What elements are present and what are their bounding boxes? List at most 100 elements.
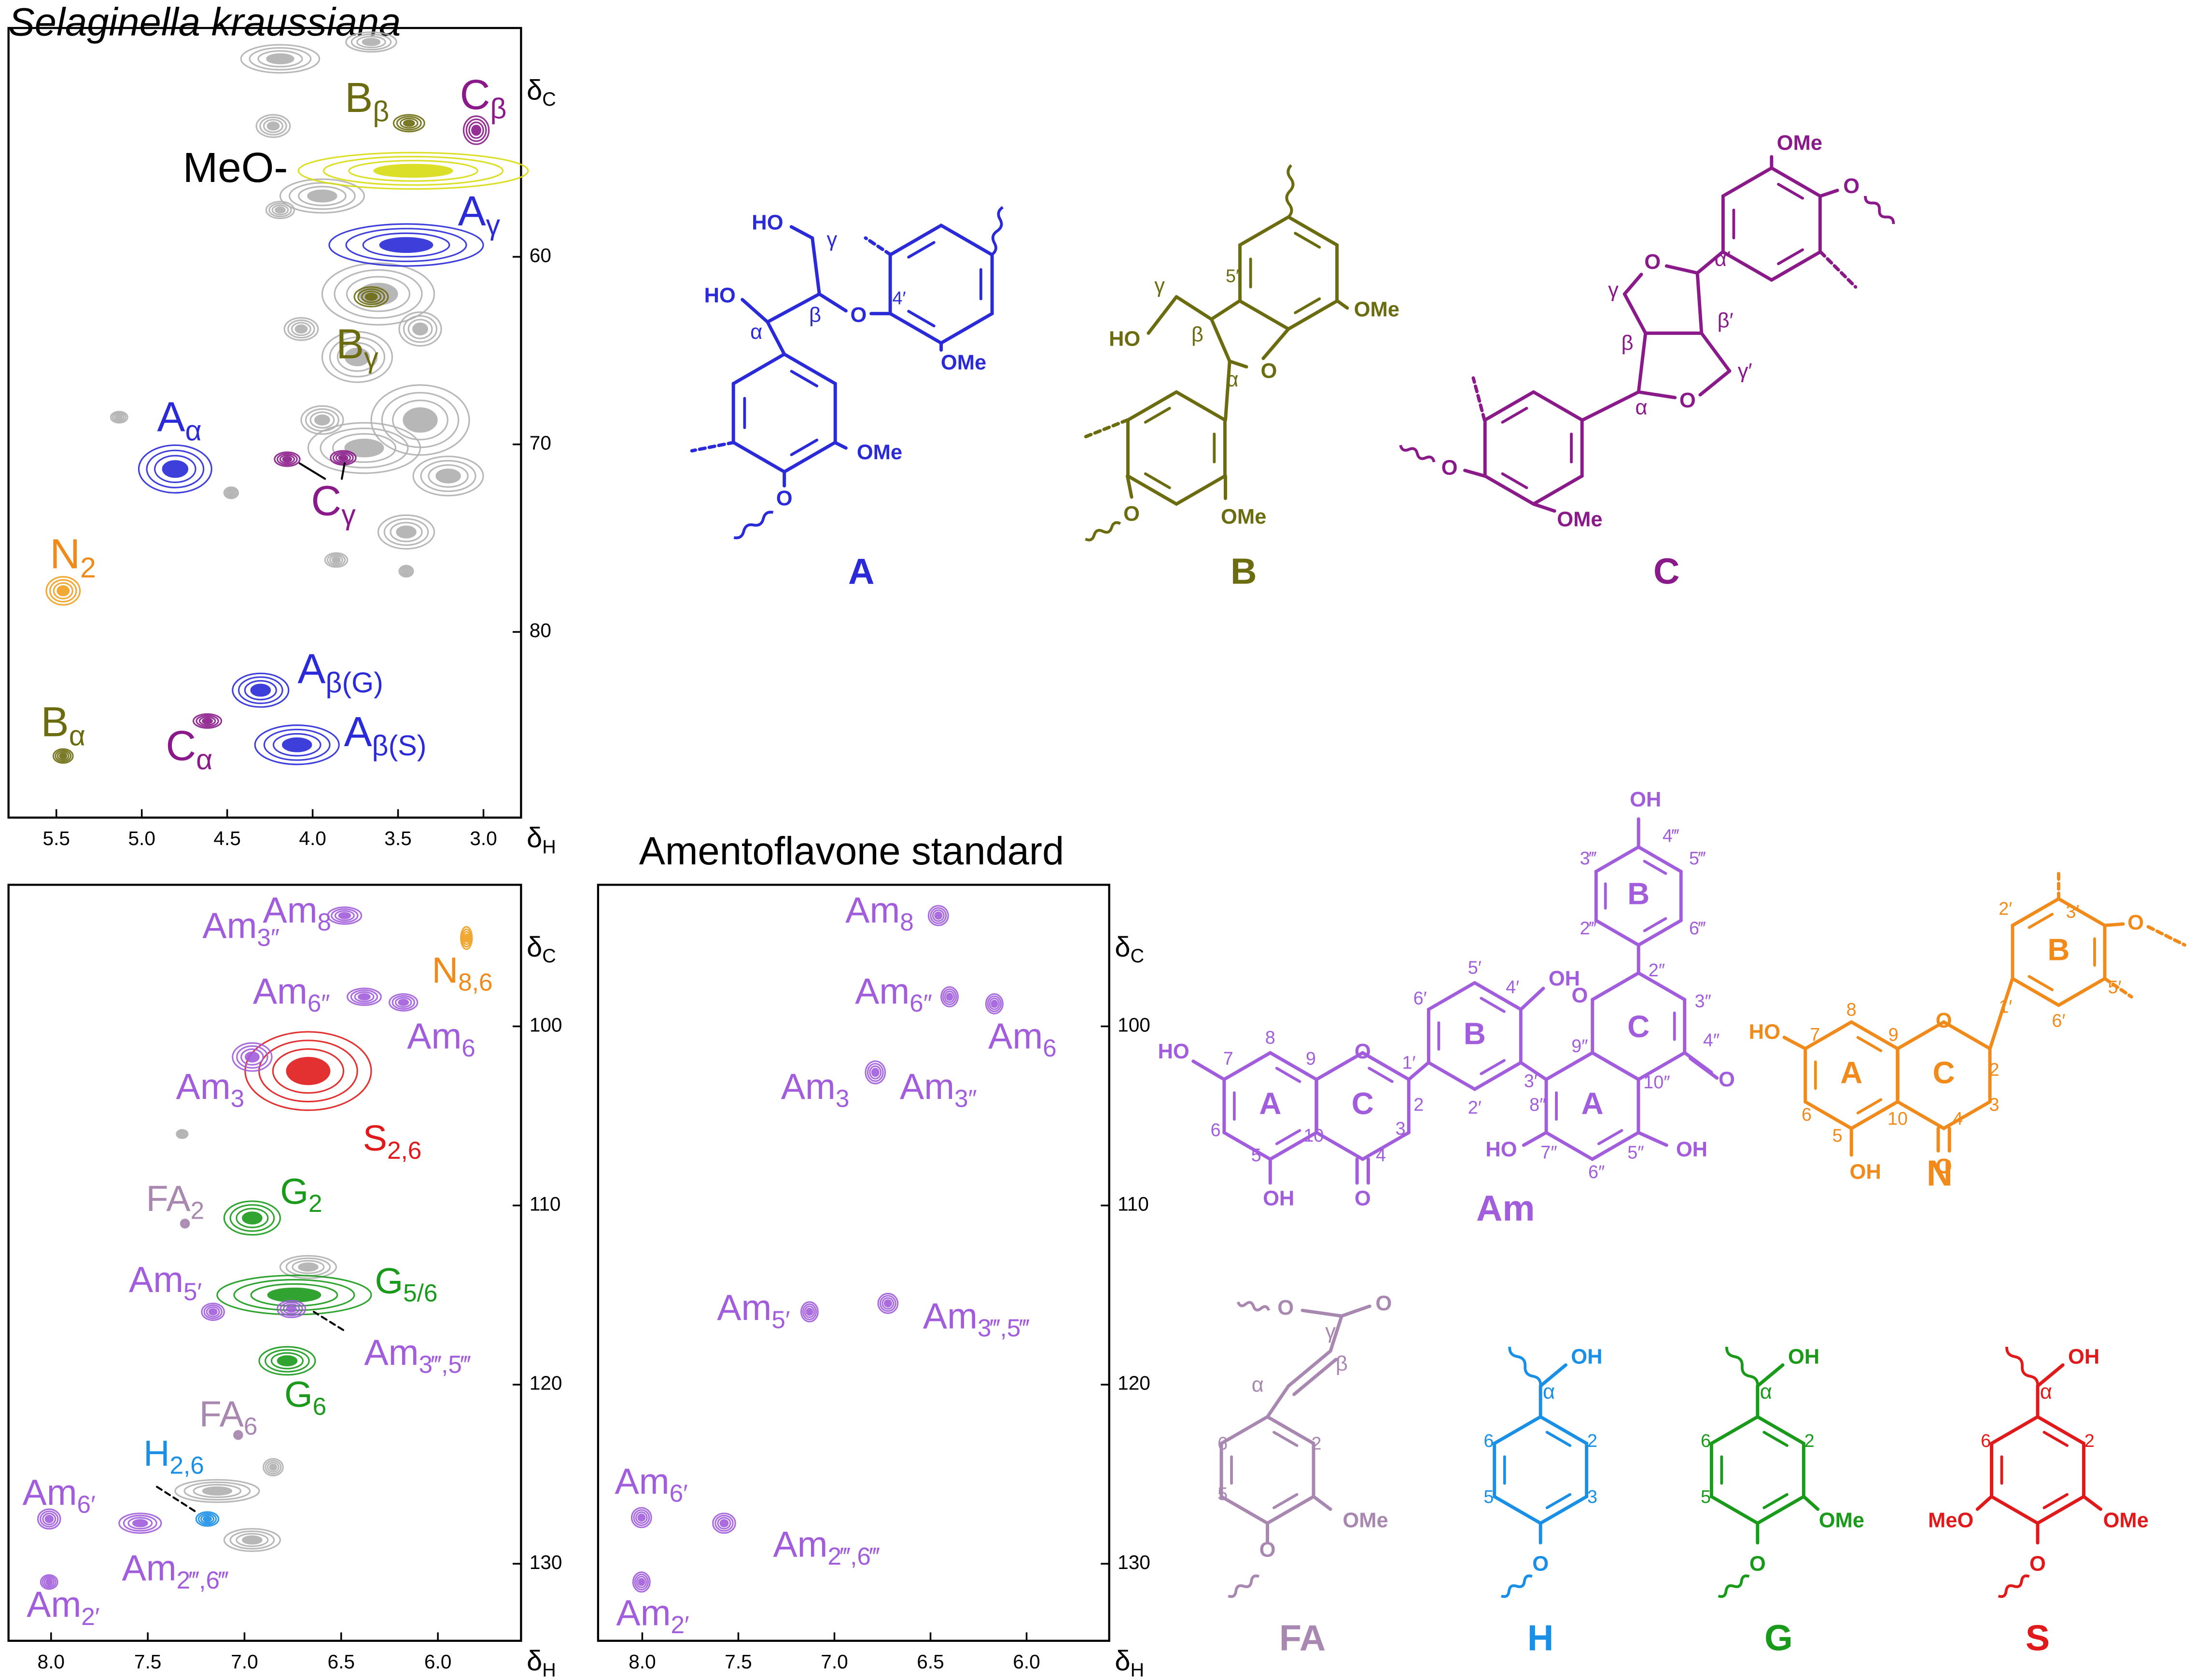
peak-label: Am3‴,5‴	[364, 1332, 471, 1378]
contour-gray	[320, 427, 409, 469]
contour	[714, 1514, 734, 1532]
atom-label: 5′	[1226, 265, 1239, 286]
contour	[635, 1511, 648, 1524]
atom-label: 4	[1376, 1145, 1386, 1165]
contour	[297, 152, 529, 190]
ring	[1709, 1415, 1805, 1526]
contour-gray	[420, 460, 476, 492]
contour-gray	[350, 33, 392, 51]
label-main: N	[50, 531, 80, 578]
contour	[471, 125, 482, 136]
atom-label: γ	[1608, 278, 1619, 302]
x-tick-label: 7.5	[725, 1651, 752, 1673]
label-sub: 2,6	[170, 1451, 204, 1479]
contour	[242, 1211, 263, 1225]
contour	[942, 988, 957, 1005]
label-sub: 2′	[671, 1611, 689, 1638]
atom-label: A	[1840, 1055, 1862, 1090]
atom-label: 2	[2084, 1430, 2095, 1451]
contour	[944, 990, 955, 1003]
atom-label: 5	[1217, 1484, 1228, 1504]
contour	[985, 993, 1004, 1014]
contour	[802, 1303, 817, 1320]
wavy-bond	[1399, 444, 1436, 463]
bond	[2036, 1363, 2065, 1388]
atom-label: OMe	[1777, 131, 1822, 154]
bond	[1329, 1314, 1343, 1353]
contour	[42, 1576, 56, 1588]
y-tick-label: 130	[530, 1551, 562, 1573]
contour	[394, 997, 412, 1008]
contour	[347, 987, 382, 1006]
contour	[328, 223, 484, 267]
y-tick-label: 110	[1118, 1193, 1149, 1215]
contour	[806, 1307, 813, 1316]
atom-label: 3″	[1694, 991, 1711, 1011]
contour	[399, 117, 419, 129]
label-main: δ	[1115, 931, 1130, 963]
contour-gray	[257, 50, 303, 68]
structure-name: FA	[1279, 1618, 1326, 1658]
peak-label: δH	[1115, 1646, 1144, 1680]
bond	[313, 1311, 344, 1331]
atom-label: OMe	[1354, 298, 1399, 321]
peak-label: Am2‴,6‴	[773, 1524, 880, 1569]
bond	[1125, 474, 1133, 499]
atom-label: HO	[752, 211, 783, 235]
label-main: Am	[855, 971, 909, 1012]
contour	[946, 992, 953, 1001]
contour	[364, 292, 378, 301]
contour	[881, 1297, 895, 1310]
bond	[298, 462, 326, 480]
contour	[396, 116, 422, 131]
contour	[43, 1577, 55, 1587]
atom-label: 2‴	[1580, 918, 1597, 938]
contour-gray	[176, 1129, 189, 1139]
y-tick-label: 60	[530, 244, 551, 266]
atom-label: OH	[1263, 1187, 1294, 1210]
contour-gray	[279, 1255, 337, 1279]
label-sub: 8	[900, 908, 914, 936]
contour-gray	[336, 342, 378, 372]
label-main: Am	[923, 1296, 978, 1336]
label-main: Am	[616, 1592, 671, 1633]
wavy-bond	[991, 206, 1004, 256]
bond	[1782, 1036, 1807, 1051]
x-tick-label: 7.0	[231, 1651, 258, 1673]
peak-label: Aα	[157, 393, 201, 446]
atom-label: β′	[1717, 309, 1733, 333]
bond	[817, 292, 848, 313]
atom-label: α	[1760, 1380, 1772, 1403]
peak-label: FA2	[146, 1178, 204, 1224]
contour-gray	[412, 322, 428, 336]
atom-label: 6′	[2052, 1011, 2065, 1031]
atom-label: O	[1679, 389, 1696, 412]
bond	[1623, 273, 1643, 296]
bond	[2028, 975, 2054, 991]
contour-gray	[193, 1484, 242, 1498]
bond	[789, 225, 814, 240]
label-sub: 3‴,5‴	[419, 1350, 471, 1378]
contour	[201, 1303, 225, 1321]
contour	[49, 579, 77, 603]
atom-label: O	[1936, 1009, 1952, 1032]
contour-gray	[242, 1535, 263, 1545]
contour	[869, 1065, 882, 1080]
label-main: δ	[527, 75, 542, 106]
atom-label: 7	[1810, 1025, 1820, 1045]
bond	[1191, 1059, 1226, 1082]
contour-gray	[390, 522, 423, 542]
atom-label: O	[2029, 1553, 2046, 1576]
atom-label: HO	[1109, 327, 1140, 350]
bond	[1287, 1349, 1332, 1388]
contour	[244, 1031, 372, 1111]
contour-gray	[334, 269, 423, 319]
bond	[1294, 297, 1321, 314]
bond	[156, 1486, 197, 1513]
atom-label: O	[1259, 1539, 1276, 1562]
atom-label: O	[851, 304, 867, 327]
atom-label: 10	[1888, 1109, 1908, 1129]
atom-label: 6	[1483, 1430, 1494, 1451]
x-tick-label: 4.0	[299, 827, 326, 849]
bond	[907, 310, 936, 328]
